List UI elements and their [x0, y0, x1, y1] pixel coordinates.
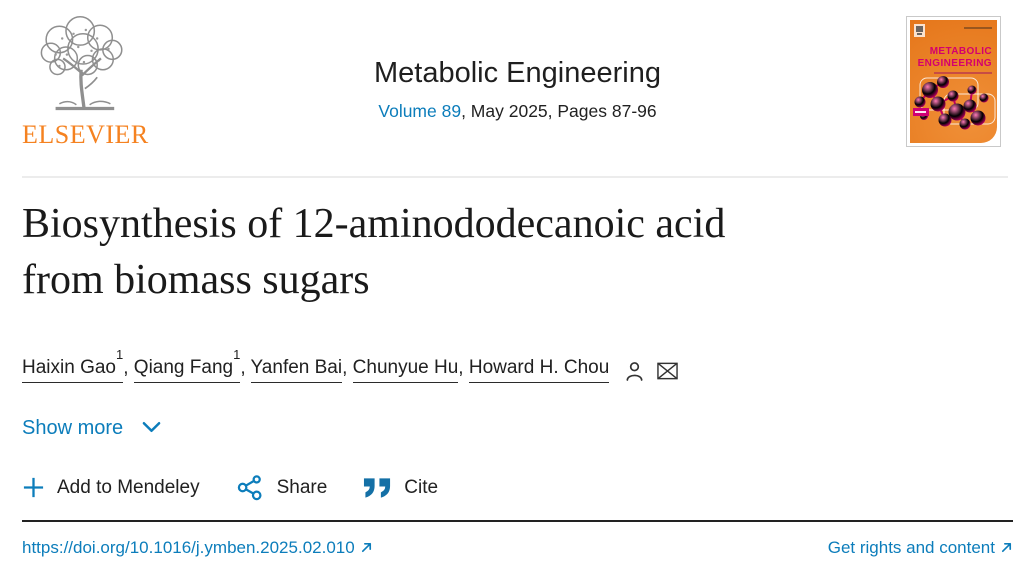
external-link-icon — [361, 542, 371, 553]
action-bar: Add to Mendeley Share Cite — [22, 474, 438, 501]
author-link[interactable]: Haixin Gao1 — [22, 347, 124, 384]
journal-heading: Metabolic Engineering Volume 89, May 202… — [160, 57, 875, 122]
footer-divider — [22, 520, 1013, 522]
journal-cover-thumbnail[interactable]: METABOLIC ENGINEERING — [906, 16, 1001, 147]
header-divider — [22, 176, 1008, 178]
show-more-label: Show more — [22, 417, 124, 439]
share-button[interactable]: Share — [236, 474, 328, 501]
cover-elsevier-mark-icon — [914, 24, 925, 37]
cite-quote-icon — [364, 477, 391, 498]
elsevier-wordmark: ELSEVIER — [22, 120, 149, 149]
mendeley-label: Add to Mendeley — [57, 476, 200, 498]
author-item: Qiang Fang1, — [133, 347, 251, 384]
author-link[interactable]: Qiang Fang1 — [133, 347, 241, 384]
share-label: Share — [276, 476, 328, 498]
author-link[interactable]: Chunyue Hu — [352, 357, 459, 384]
journal-cover-art: METABOLIC ENGINEERING — [910, 20, 997, 143]
author-link[interactable]: Yanfen Bai — [250, 357, 343, 384]
cover-society-badge — [913, 108, 929, 116]
citation-rest: , May 2025, Pages 87-96 — [461, 101, 657, 121]
doi-link[interactable]: https://doi.org/10.1016/j.ymben.2025.02.… — [22, 538, 373, 558]
cover-subtitle-text — [934, 72, 992, 74]
author-icons — [625, 360, 678, 382]
show-more-button[interactable]: Show more — [22, 417, 161, 440]
author-item: Howard H. Chou — [468, 357, 610, 384]
volume-link[interactable]: Volume 89 — [378, 101, 462, 121]
cite-button[interactable]: Cite — [363, 477, 438, 499]
elsevier-logo: ELSEVIER — [22, 12, 149, 150]
author-item: Yanfen Bai, — [250, 357, 353, 384]
envelope-icon[interactable] — [657, 362, 678, 380]
get-rights-link[interactable]: Get rights and content — [828, 538, 1013, 558]
plus-icon — [23, 477, 44, 498]
author-list: Haixin Gao1, Qiang Fang1, Yanfen Bai, Ch… — [22, 347, 678, 384]
cover-molecule-art — [914, 76, 996, 130]
cite-label: Cite — [404, 476, 439, 498]
add-to-mendeley-button[interactable]: Add to Mendeley — [22, 476, 200, 499]
citation-line: Volume 89, May 2025, Pages 87-96 — [160, 101, 875, 122]
author-item: Chunyue Hu, — [352, 357, 469, 384]
elsevier-tree-logo-icon — [40, 16, 123, 111]
article-title: Biosynthesis of 12-aminododecanoic acid … — [22, 201, 726, 303]
cover-journal-title: METABOLIC ENGINEERING — [917, 46, 992, 69]
person-icon[interactable] — [625, 361, 644, 382]
author-item: Haixin Gao1, — [22, 347, 134, 384]
author-link[interactable]: Howard H. Chou — [468, 357, 610, 384]
journal-title-link[interactable]: Metabolic Engineering — [374, 57, 661, 89]
share-icon — [237, 475, 262, 501]
chevron-down-icon — [142, 421, 161, 433]
external-link-icon — [1001, 542, 1012, 553]
cover-top-text — [964, 27, 992, 29]
